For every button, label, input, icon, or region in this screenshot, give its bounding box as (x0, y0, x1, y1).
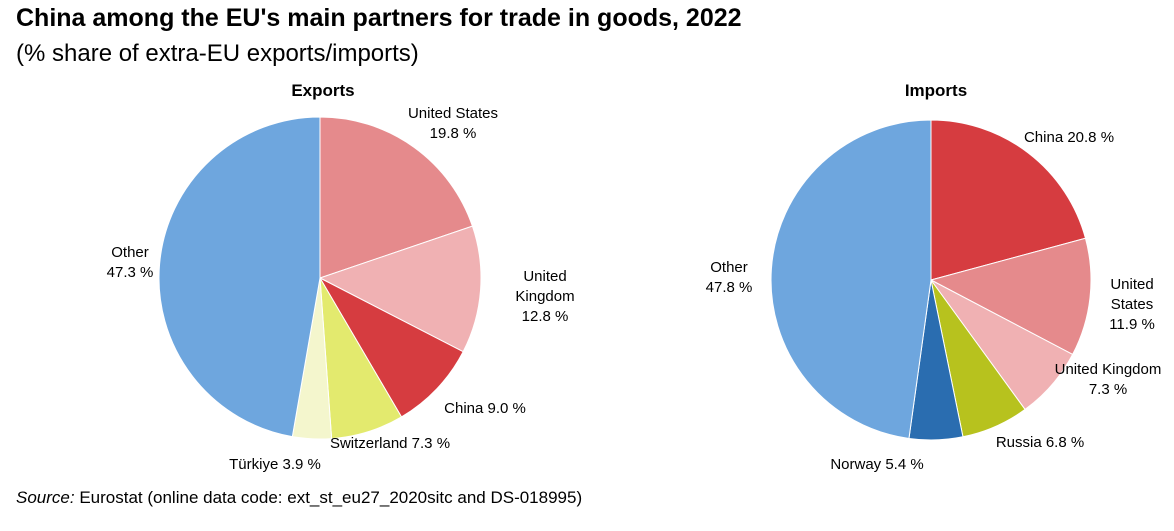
imports-label-united-kingdom: United Kingdom 7.3 % (1055, 361, 1162, 398)
imports-slice-other (770, 119, 932, 440)
imports-pie-title: Imports (905, 81, 967, 100)
exports-slice-united-kingdom (318, 225, 482, 353)
source-text: Eurostat (online data code: ext_st_eu27_… (79, 488, 583, 507)
exports-label-turkiye: Türkiye 3.9 % (229, 456, 321, 473)
exports-pie: Exports United States 19.8 % United Kingdom 1… (107, 81, 575, 473)
exports-slice-china (318, 276, 464, 418)
imports-slice-china (930, 119, 1087, 281)
imports-label-russia: Russia 6.8 % (996, 434, 1084, 451)
chart-title: China among the EU's main partners for t… (16, 4, 742, 32)
chart-subtitle: (% share of extra-EU exports/imports) (16, 40, 419, 67)
exports-label-other: Other 47.3 % (107, 244, 154, 281)
source-note: Source: Eurostat (online data code: ext_… (16, 488, 582, 508)
imports-slice-united-states (929, 237, 1092, 356)
exports-label-china: China 9.0 % (444, 400, 526, 417)
imports-label-norway: Norway 5.4 % (830, 456, 923, 473)
imports-pie: Imports China 20.8 % United States 11.9 % Uni… (706, 81, 1162, 473)
imports-label-china: China 20.8 % (1024, 129, 1114, 146)
exports-slice-united-states (319, 116, 474, 279)
exports-label-united-kingdom: United Kingdom 12.8 % (515, 268, 574, 325)
imports-label-united-states: United States 11.9 % (1109, 276, 1155, 333)
imports-label-other: Other 47.8 % (706, 259, 753, 296)
exports-pie-title: Exports (291, 81, 354, 100)
exports-label-united-states: United States 19.8 % (408, 105, 498, 142)
source-label: Source: (16, 488, 75, 507)
exports-label-switzerland: Switzerland 7.3 % (330, 435, 450, 452)
exports-slice-other (158, 116, 321, 438)
